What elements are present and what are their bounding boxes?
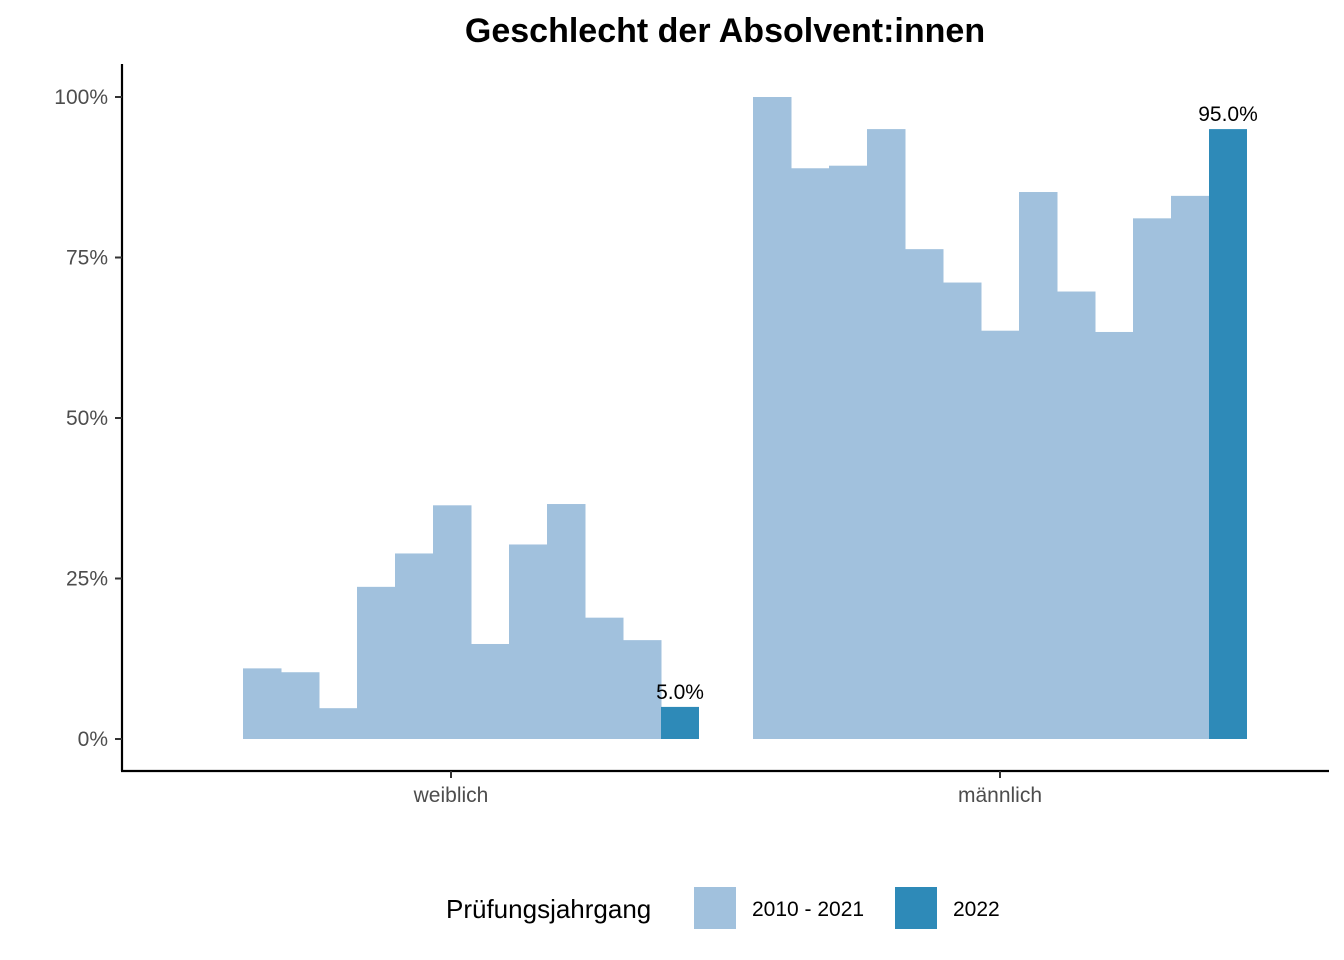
bar-männlich-2022 [1209, 129, 1247, 740]
y-axis-ticks: 0% 25% 50% 75% 100% [54, 86, 122, 751]
bar-weiblich-2010-2021-10 [585, 617, 624, 739]
bar-weiblich-2022 [661, 706, 699, 739]
bar-weiblich-2010-2021-6 [433, 505, 472, 739]
value-label-männlich-2022: 95.0% [1198, 103, 1258, 126]
bar-weiblich-2010-2021-5 [395, 553, 434, 739]
bar-weiblich-2010-2021-2 [281, 672, 320, 739]
bar-weiblich-2010-2021-1 [243, 668, 282, 739]
value-label-weiblich-2022: 5.0% [656, 681, 704, 704]
bar-männlich-2010-2021-10 [1095, 331, 1134, 739]
bar-männlich-2010-2021-7 [981, 330, 1020, 739]
legend: Prüfungsjahrgang 2010 - 2021 2022 [446, 887, 1000, 929]
bar-männlich-2010-2021-2 [791, 168, 830, 740]
bar-weiblich-2010-2021-11 [623, 640, 662, 739]
bar-männlich-2010-2021-4 [867, 129, 906, 740]
bar-weiblich-2010-2021-4 [357, 586, 396, 739]
bar-männlich-2010-2021-1 [753, 97, 792, 739]
bar-männlich-2010-2021-5 [905, 249, 944, 740]
legend-swatch-2022 [895, 887, 937, 929]
x-axis-ticks: weiblich männlich [413, 771, 1042, 807]
legend-label-2010-2021: 2010 - 2021 [752, 898, 864, 921]
legend-label-2022: 2022 [953, 898, 1000, 921]
bar-weiblich-2010-2021-9 [547, 504, 586, 739]
bar-weiblich-2010-2021-8 [509, 544, 548, 739]
y-tick-label: 75% [66, 247, 108, 270]
bar-männlich-2010-2021-3 [829, 165, 868, 740]
bar-männlich-2010-2021-9 [1057, 291, 1096, 739]
y-tick-label: 25% [66, 568, 108, 591]
bar-männlich-2010-2021-6 [943, 282, 982, 739]
bar-männlich-2010-2021-8 [1019, 192, 1058, 740]
bar-männlich-2010-2021-12 [1171, 195, 1210, 740]
y-tick-label: 0% [78, 728, 108, 751]
bar-männlich-2010-2021-11 [1133, 218, 1172, 739]
bar-weiblich-2010-2021-7 [471, 643, 510, 739]
legend-title: Prüfungsjahrgang [446, 894, 651, 924]
x-tick-label-männlich: männlich [958, 784, 1042, 807]
value-labels-group: 5.0% 95.0% [656, 103, 1258, 704]
x-tick-label-weiblich: weiblich [413, 784, 489, 807]
chart-title: Geschlecht der Absolvent:innen [465, 12, 985, 50]
bars-group [243, 97, 1247, 740]
y-tick-label: 100% [54, 86, 108, 109]
legend-swatch-2010-2021 [694, 887, 736, 929]
y-tick-label: 50% [66, 407, 108, 430]
bar-weiblich-2010-2021-3 [319, 708, 358, 739]
